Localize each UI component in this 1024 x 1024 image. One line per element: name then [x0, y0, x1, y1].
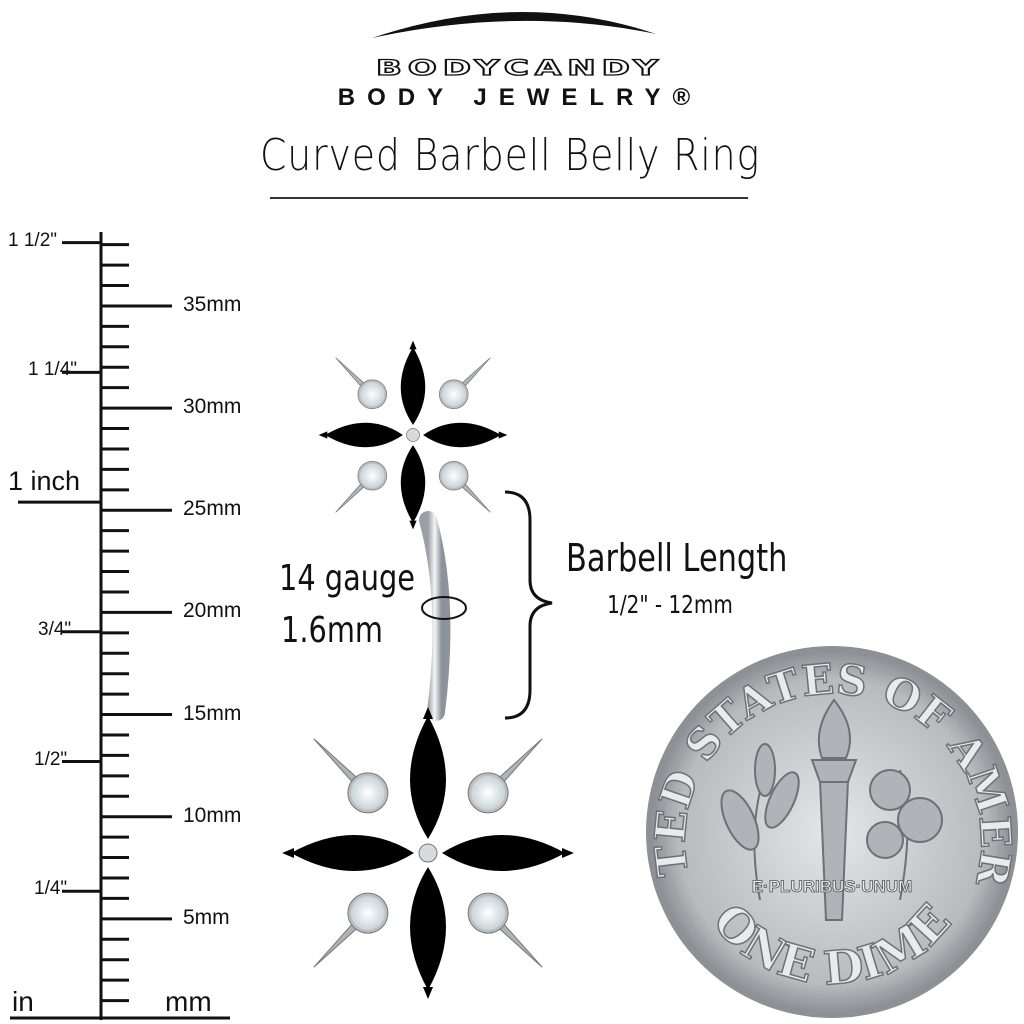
unit-mm-label: mm [165, 986, 212, 1017]
length-bracket [504, 490, 553, 720]
unit-in-label: in [12, 986, 34, 1017]
mm-label: 10mm [183, 803, 242, 827]
oak-branch-icon [866, 769, 943, 901]
logo-arc [372, 11, 656, 38]
mm-label: 30mm [183, 395, 242, 419]
[object Object] [446, 837, 561, 869]
mm-label: 20mm [183, 599, 242, 623]
page-title: Curved Barbell Belly Ring [259, 130, 761, 181]
logo-subtext: BODY JEWELRY® [337, 84, 703, 111]
pearl [350, 775, 385, 810]
olive-branch-icon [720, 743, 800, 901]
logo-text: BODYCANDY [375, 55, 665, 81]
gauge-label: 14 gauge [279, 558, 415, 599]
[object Object] [402, 447, 424, 520]
[object Object] [402, 350, 424, 423]
title-divider [270, 197, 748, 199]
barbell-length-value: 1/2" - 12mm [607, 590, 733, 619]
dime-motto: E·PLURIBUS·UNUM [752, 877, 913, 896]
inch-label: 1/4" [34, 878, 68, 900]
pearl [471, 775, 506, 810]
pearl [441, 463, 466, 488]
gauge-marker [421, 596, 467, 620]
inch-label: 1/2" [34, 748, 68, 770]
[object Object] [412, 871, 444, 986]
[object Object] [295, 837, 410, 869]
inch-label: 1 1/2" [8, 229, 58, 251]
pearl [360, 463, 385, 488]
pearl [441, 382, 466, 407]
pearl [471, 896, 506, 931]
barbell-length-label: Barbell Length [566, 536, 788, 580]
barbell-bar [419, 511, 451, 721]
mm-label: 35mm [183, 292, 242, 316]
torch-icon [810, 698, 858, 921]
inch-label: 3/4" [38, 618, 72, 640]
[object Object] [425, 424, 498, 446]
gauge-mm-label: 1.6mm [281, 610, 383, 651]
mm-label: 25mm [183, 497, 242, 521]
top-charm [318, 340, 508, 530]
mm-label: 15mm [183, 701, 242, 725]
pearl [350, 896, 385, 931]
[object Object] [412, 720, 444, 835]
bottom-charm [282, 707, 574, 999]
pearl [360, 382, 385, 407]
inch-label: 1 inch [8, 466, 81, 497]
mm-label: 5mm [183, 905, 230, 929]
inch-label: 1 1/4" [28, 359, 78, 381]
[object Object] [328, 424, 401, 446]
